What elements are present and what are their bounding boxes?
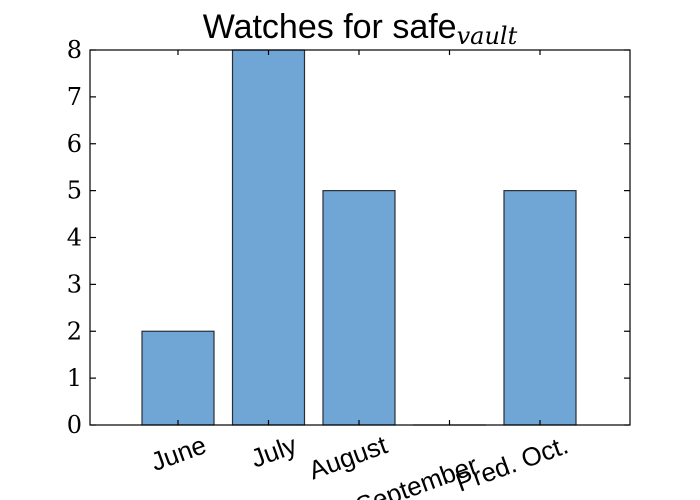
x-tick-label: Pred. Oct. xyxy=(452,429,572,497)
x-tick-label: July xyxy=(247,429,301,473)
chart-title-main: Watches for safe xyxy=(203,8,457,46)
x-tick-label: August xyxy=(305,429,392,485)
y-tick-label: 4 xyxy=(67,224,82,252)
y-tick-label: 0 xyxy=(67,411,82,439)
chart-title: Watches for safevault xyxy=(203,8,518,50)
bars-group xyxy=(141,49,577,426)
y-tick-label: 8 xyxy=(67,36,82,64)
chart-title-subscript: vault xyxy=(457,22,518,50)
y-tick-label: 2 xyxy=(67,317,82,345)
y-tick-label: 1 xyxy=(67,364,82,392)
x-tick-label: June xyxy=(147,429,210,476)
bar-july xyxy=(231,49,306,426)
y-tick-label: 3 xyxy=(67,270,82,298)
bar-pred-oct xyxy=(503,190,577,426)
y-tick-label: 6 xyxy=(67,130,82,158)
y-tick-label: 7 xyxy=(67,83,82,111)
plot-frame xyxy=(89,49,631,426)
y-axis: 0 1 2 3 4 5 6 7 8 xyxy=(67,36,630,439)
bar-august xyxy=(322,190,396,426)
bar-june xyxy=(141,330,215,426)
y-tick-label: 5 xyxy=(67,177,82,205)
